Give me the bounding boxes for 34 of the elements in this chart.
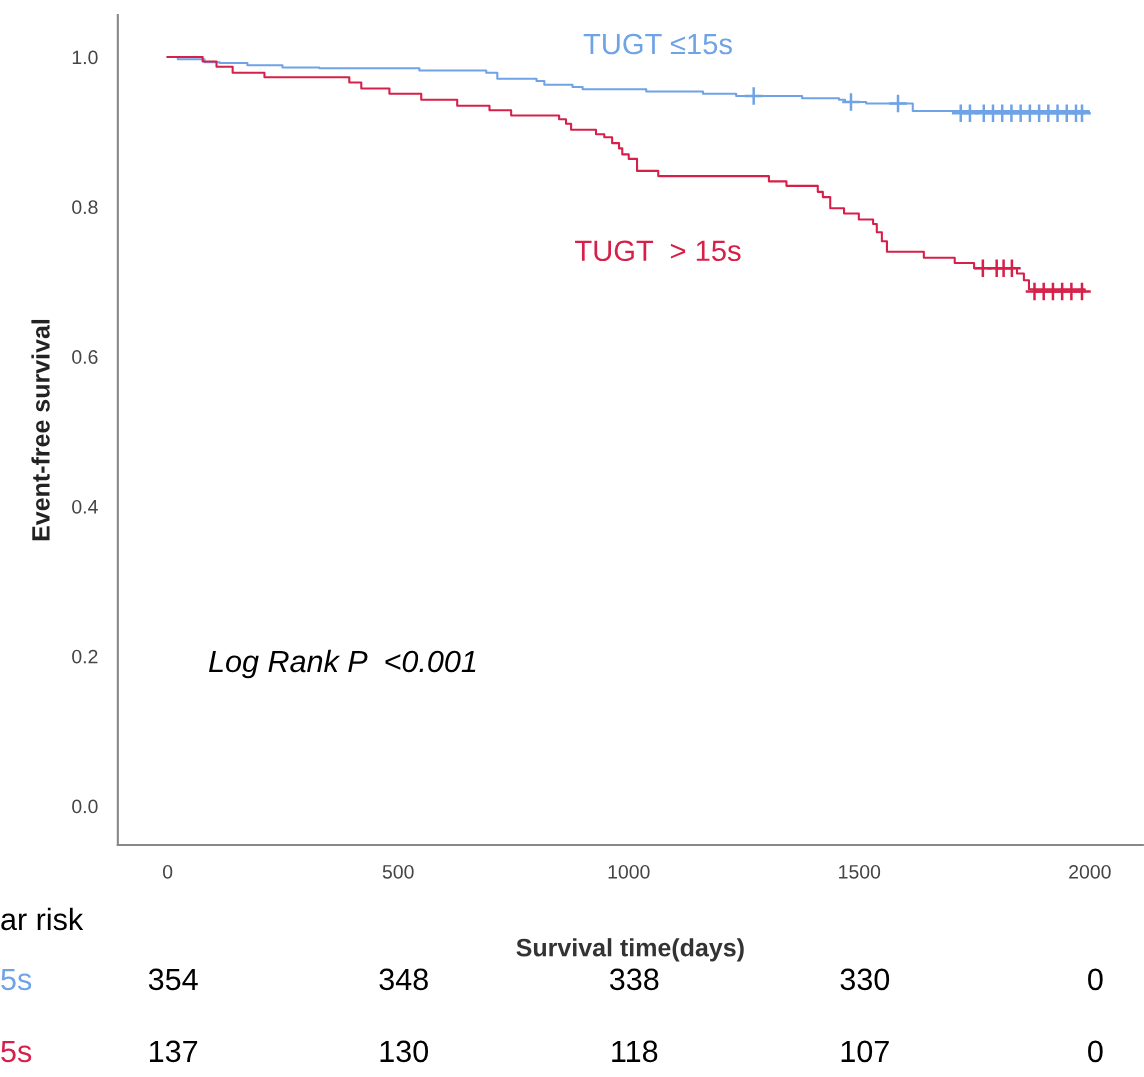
text: TUGT > 15s [575,240,741,262]
text: 130 [380,1040,429,1063]
text: ar risk [1,907,84,931]
text: 348 [379,968,428,991]
y-tick-label: 1.0 [72,50,98,65]
text: 338 [609,968,659,991]
y-tick-label: 0.2 [72,649,98,664]
x-tick-label: 2000 [1069,864,1111,879]
point [1071,103,1093,124]
y-tick-label: 0.4 [72,499,98,514]
x-tick-label: 1000 [608,864,650,879]
text: 0 [1088,1040,1103,1063]
text: 330 [840,968,890,991]
x-tick-label: 1500 [839,864,881,879]
series-label: TUGT ≤15s [583,33,732,55]
text: 5s [1,1040,32,1063]
annotation: Log Rank P <0.001 [208,649,476,679]
y-tick-label: 0.0 [72,799,98,814]
x-tick-label: 0 [162,864,173,879]
point [887,93,909,114]
y-tick-label: 0.6 [72,350,98,364]
y-tick-label: 0.8 [72,200,98,215]
y-axis-title: Event-free survival [31,319,50,541]
text: 5s [1,968,32,991]
point [1071,281,1093,302]
x-axis-title: Survival time(days) [516,938,744,962]
text: 354 [148,968,198,991]
point [840,91,862,112]
point [743,85,764,107]
text: 107 [841,1040,889,1063]
text: 118 [612,1040,658,1063]
x-tick-label: 500 [382,864,414,879]
text: 137 [150,1040,198,1063]
text: 0 [1088,968,1103,991]
